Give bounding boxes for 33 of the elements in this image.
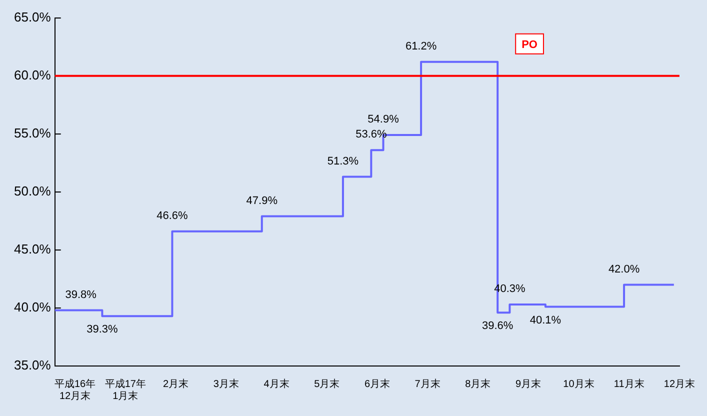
data-label: 39.3% bbox=[86, 324, 118, 336]
y-tick-label: 60.0% bbox=[14, 67, 52, 82]
x-tick-label: 平成16年 12月末 bbox=[54, 378, 96, 402]
y-tick-label: 55.0% bbox=[14, 125, 52, 140]
x-tick-label: 3月末 bbox=[213, 378, 239, 390]
data-label: 40.1% bbox=[530, 314, 562, 326]
y-tick-label: 45.0% bbox=[14, 242, 52, 257]
ref-line-label: PO bbox=[522, 38, 538, 51]
x-tick-label: 2月末 bbox=[162, 378, 189, 390]
x-tick-label: 4月末 bbox=[264, 378, 290, 390]
data-label: 42.0% bbox=[608, 263, 640, 276]
data-label: 54.9% bbox=[368, 114, 400, 126]
y-tick-label: 50.0% bbox=[14, 183, 52, 198]
data-label: 53.6% bbox=[356, 128, 387, 141]
data-label: 47.9% bbox=[246, 194, 278, 207]
x-tick-label: 10月末 bbox=[563, 378, 594, 390]
x-tick-label: 7月末 bbox=[414, 378, 440, 390]
data-label: 40.3% bbox=[494, 283, 526, 296]
data-label: 39.8% bbox=[65, 288, 97, 301]
data-label: 46.6% bbox=[156, 210, 188, 222]
data-label: 39.6% bbox=[482, 320, 514, 332]
x-tick-label: 平成17年 1月末 bbox=[104, 378, 146, 402]
data-label: 51.3% bbox=[327, 155, 359, 168]
y-tick-label: 35.0% bbox=[14, 358, 52, 373]
x-tick-label: 9月末 bbox=[516, 378, 542, 390]
x-tick-label: 6月末 bbox=[364, 378, 390, 390]
x-tick-label: 11月末 bbox=[614, 378, 644, 390]
x-tick-label: 8月末 bbox=[465, 378, 491, 390]
y-tick-label: 65.0% bbox=[14, 9, 52, 24]
x-tick-label: 12月末 bbox=[664, 378, 695, 390]
data-label: 61.2% bbox=[405, 40, 437, 52]
x-tick-label: 5月末 bbox=[314, 378, 340, 390]
y-tick-label: 40.0% bbox=[14, 300, 52, 315]
